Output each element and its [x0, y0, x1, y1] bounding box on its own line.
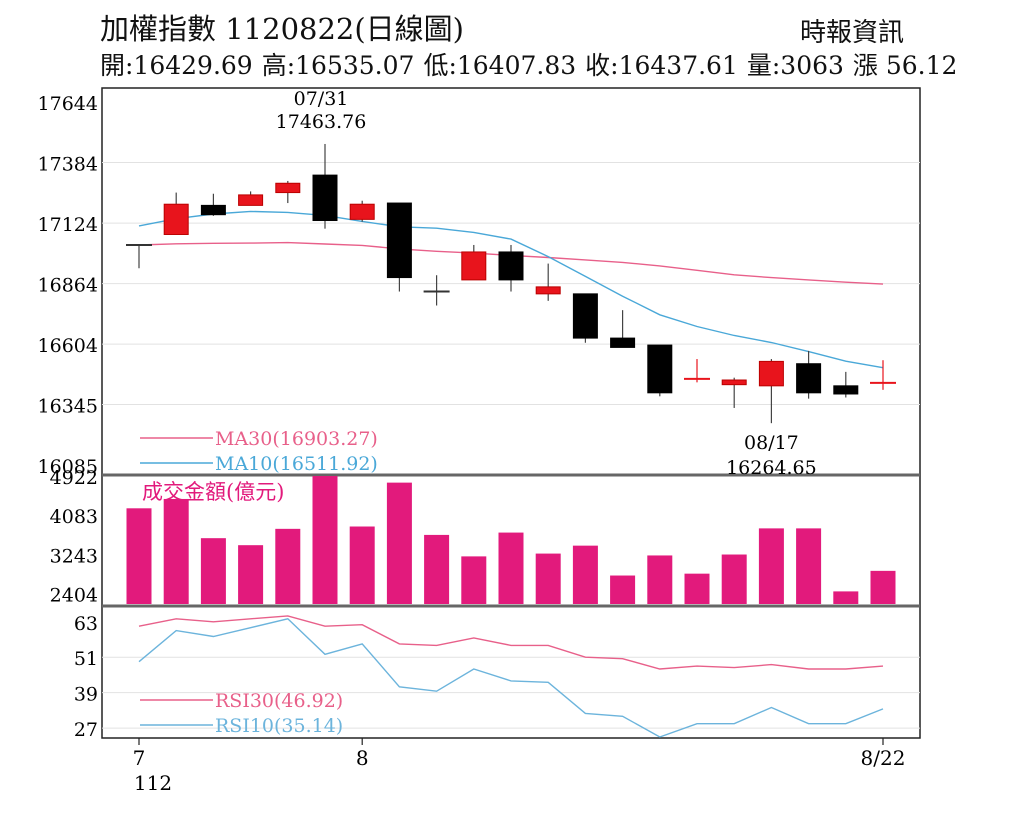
rsi-tick-label: 51 [74, 648, 98, 670]
low-annotation-value: 16264.65 [726, 457, 817, 479]
x-axis-label: 7 [133, 746, 146, 770]
x-axis-label: 8/22 [861, 746, 906, 770]
volume-bar [610, 575, 636, 604]
volume-bar [461, 556, 487, 604]
price-tick-label: 16085 [38, 456, 98, 478]
candle-body [721, 379, 747, 386]
candle-body [796, 363, 822, 394]
candle-body [498, 251, 524, 281]
x-axis-label: 8 [356, 746, 369, 770]
source-label: 時報資訊 [800, 18, 905, 48]
candle-body [833, 385, 859, 395]
close-value: 收:16437.61 [585, 51, 738, 80]
candle-body [610, 337, 636, 348]
ohlc-summary: 開:16429.69 高:16535.07 低:16407.83 收:16437.61… [100, 46, 966, 82]
volume-bar [498, 532, 524, 604]
volume-bar [275, 528, 301, 604]
volume-tick-label: 4922 [50, 467, 98, 489]
high-value: 高:16535.07 [261, 51, 415, 80]
low-annotation-date: 08/17 [744, 432, 799, 454]
ma10-line [138, 210, 884, 369]
volume-tick-label: 4083 [50, 506, 98, 528]
volume-bar [796, 528, 822, 604]
change-value: 漲 56.12 [852, 51, 958, 80]
rsi-tick-label: 63 [74, 613, 98, 635]
rsi-legend-label: RSI10(35.14) [215, 715, 343, 737]
ma-legend-label: MA10(16511.92) [215, 453, 378, 475]
volume-bar [721, 554, 747, 604]
volume-bar [870, 570, 896, 604]
open-value: 開:16429.69 [100, 51, 253, 80]
price-tick-label: 17124 [38, 214, 98, 236]
price-tick-label: 16864 [38, 275, 98, 297]
volume-value: 量:3063 [746, 51, 844, 80]
candle-body [572, 293, 598, 339]
volume-bar [312, 476, 338, 604]
candle-body [163, 203, 189, 235]
rsi-tick-label: 39 [74, 684, 98, 706]
high-annotation-value: 17463.76 [276, 111, 367, 133]
volume-bar [238, 545, 264, 604]
x-axis-year: 112 [134, 771, 172, 795]
volume-bar [424, 534, 450, 604]
volume-bar [572, 545, 598, 604]
volume-bar [833, 591, 859, 604]
candle-body [461, 251, 487, 281]
volume-bar [126, 508, 152, 604]
candle-body [535, 286, 561, 295]
volume-tick-label: 3243 [50, 545, 98, 567]
price-tick-label: 17644 [38, 93, 98, 115]
candle-body [200, 204, 226, 216]
low-value: 低:16407.83 [423, 51, 577, 80]
volume-bar [386, 482, 412, 604]
volume-bar [647, 555, 673, 604]
candle-body [647, 344, 673, 394]
price-tick-label: 17384 [38, 154, 98, 176]
chart-title: 加權指數 1120822(日線圖) [100, 12, 465, 46]
candle-body [275, 182, 301, 194]
candle-body [349, 203, 375, 220]
price-tick-label: 16345 [38, 395, 98, 417]
volume-panel-title: 成交金額(億元) [142, 480, 284, 504]
ma-legend-label: MA30(16903.27) [215, 428, 378, 450]
volume-bar [163, 498, 189, 604]
volume-bar [200, 538, 226, 604]
high-annotation-date: 07/31 [294, 88, 349, 110]
volume-bar [535, 553, 561, 604]
rsi-tick-label: 27 [74, 719, 98, 741]
volume-tick-label: 2404 [50, 585, 98, 607]
price-tick-label: 16604 [38, 335, 98, 357]
candle-body [386, 202, 412, 279]
candle-body [238, 194, 264, 206]
candle-body [312, 174, 338, 222]
rsi30-line [138, 615, 884, 670]
candle-body [758, 360, 784, 387]
volume-bar [349, 526, 375, 604]
chart-frame [101, 87, 921, 739]
volume-bar [758, 528, 784, 604]
rsi10-line [138, 618, 884, 738]
volume-bar [684, 573, 710, 604]
rsi-legend-label: RSI30(46.92) [215, 690, 343, 712]
